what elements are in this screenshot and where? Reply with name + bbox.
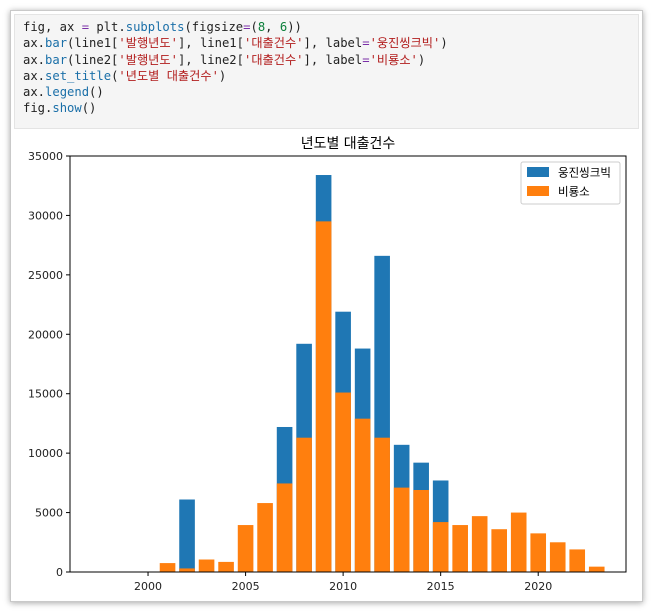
bar-series-2-2002 <box>179 568 195 572</box>
chart-title: 년도별 대출건수 <box>301 136 396 152</box>
code-token: ], line2[ <box>177 52 244 67</box>
code-token: (figsize <box>184 20 244 34</box>
x-tick-label: 2015 <box>427 580 455 593</box>
code-token: ) <box>218 68 227 83</box>
code-token: () <box>81 101 97 116</box>
code-token: = <box>243 20 251 34</box>
code-token: ], line1[ <box>177 36 244 51</box>
code-line: ax.legend() <box>23 84 630 100</box>
y-tick-label: 20000 <box>28 328 63 341</box>
code-token: bar <box>45 36 68 51</box>
bar-series-2-2005 <box>237 525 254 572</box>
x-tick-label: 2010 <box>329 580 357 593</box>
code-token: = <box>81 20 90 34</box>
code-token: ) <box>440 36 448 51</box>
code-token: (line1[ <box>67 36 119 51</box>
code-line: ax.bar(line2['발행년도'], line2['대출건수'], lab… <box>23 52 630 68</box>
code-token: ax. <box>23 68 46 83</box>
code-token: (line2[ <box>67 52 119 67</box>
code-token: set_title <box>45 68 112 83</box>
bar-series-2-2019 <box>510 512 527 572</box>
legend-label-series-1: 웅진씽크빅 <box>558 166 611 180</box>
code-line: fig, ax = plt.subplots(figsize=(8, 6)) <box>23 19 630 35</box>
code-token: () <box>89 85 104 100</box>
bar-series-2-2022 <box>569 549 586 572</box>
axes-frame <box>69 155 627 573</box>
y-tick-label: 30000 <box>28 209 63 222</box>
bar-series-2-2011 <box>354 418 371 572</box>
code-token: '발행년도' <box>118 36 178 51</box>
bar-series-2-2021 <box>549 542 566 572</box>
code-token: legend <box>45 85 90 100</box>
code-token: ax. <box>23 85 46 100</box>
bar-series-2-2007 <box>276 483 293 572</box>
code-token: subplots <box>125 20 185 34</box>
code-token: )) <box>287 20 302 34</box>
legend-swatch-series-1 <box>527 167 549 177</box>
bar-series-2-2015 <box>432 522 449 572</box>
legend: 웅진씽크빅 비룡소 <box>520 161 621 205</box>
x-tick-label: 2005 <box>232 580 260 593</box>
code-token: = <box>362 52 370 67</box>
x-tick-label: 2000 <box>134 580 162 593</box>
code-token: ax. <box>23 52 46 67</box>
code-token: ], label <box>303 36 363 51</box>
code-token: '발행년도' <box>118 52 178 67</box>
bar-series-2-2006 <box>257 503 273 572</box>
bar-series-2-2012 <box>374 437 390 572</box>
bars <box>159 175 605 572</box>
bar-series-2-2023 <box>588 566 605 572</box>
code-token: fig. <box>23 101 53 116</box>
legend-swatch-series-2 <box>527 186 549 196</box>
code-token: ], label <box>303 52 363 67</box>
code-token: '년도별 대출건수' <box>118 68 219 83</box>
code-token: bar <box>45 52 68 67</box>
bar-series-2-2010 <box>335 392 351 572</box>
y-tick-label: 15000 <box>28 388 63 401</box>
y-tick-label: 35000 <box>28 150 63 163</box>
code-token: ax. <box>23 36 46 51</box>
code-token: '비룡소' <box>369 52 418 67</box>
code-token: '대출건수' <box>243 36 304 51</box>
bar-series-2-2003 <box>198 559 215 572</box>
code-cell[interactable]: fig, ax = plt.subplots(figsize=(8, 6)) ax… <box>14 14 639 129</box>
code-token: 6 <box>279 20 288 34</box>
y-tick-label: 10000 <box>28 447 63 460</box>
code-line: ax.bar(line1['발행년도'], line1['대출건수'], lab… <box>23 35 630 51</box>
bar-series-2-2016 <box>452 525 468 572</box>
code-token: ) <box>417 52 426 67</box>
code-token: show <box>52 101 82 116</box>
code-token: = <box>362 36 370 51</box>
bar-series-2-2017 <box>471 516 488 572</box>
bar-series-2-2008 <box>296 437 312 572</box>
code-token: ( <box>250 20 258 34</box>
y-tick-label: 5000 <box>35 507 63 520</box>
bar-series-2-2004 <box>218 561 234 572</box>
bar-series-2-2020 <box>530 533 547 572</box>
code-token: '웅진씽크빅' <box>369 36 441 51</box>
y-tick-label: 25000 <box>28 269 63 282</box>
bar-series-2-2018 <box>491 529 507 572</box>
bar-series-2-2001 <box>159 563 176 572</box>
code-token: , <box>265 20 280 34</box>
code-token: ( <box>111 68 119 83</box>
code-token: 8 <box>257 20 266 34</box>
x-tick-label: 2020 <box>524 580 552 593</box>
bar-series-2-2009 <box>315 221 332 572</box>
bar-series-2-2014 <box>413 489 429 572</box>
code-token: fig, ax <box>23 20 82 34</box>
code-token: '대출건수' <box>243 52 304 67</box>
axis-ticks: 2000 2005 2010 2015 2020 0 5000 10000 15000 20000… <box>28 150 552 593</box>
bar-series-2-2013 <box>393 487 410 572</box>
code-line: fig.show() <box>23 100 630 116</box>
code-token: plt. <box>89 20 126 34</box>
code-line: ax.set_title('년도별 대출건수') <box>23 68 630 84</box>
y-tick-label: 0 <box>56 566 63 579</box>
legend-label-series-2: 비룡소 <box>558 185 590 199</box>
bar-series-1-2002 <box>179 499 195 572</box>
